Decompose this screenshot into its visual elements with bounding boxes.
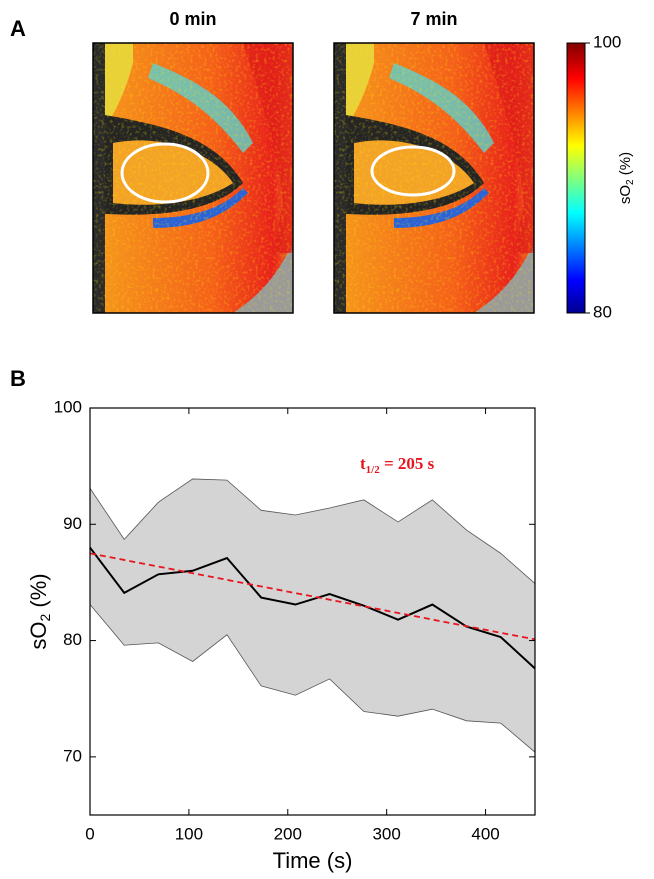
roi-ellipse	[370, 145, 456, 197]
y-tick-label: 70	[63, 746, 82, 765]
x-tick-label: 400	[471, 824, 499, 843]
mean-line	[89, 546, 536, 670]
plot-frame	[89, 407, 536, 816]
roi-ellipse	[120, 142, 210, 204]
y-tick-label: 90	[63, 514, 82, 533]
y-label-part: 2	[37, 614, 53, 622]
y-label-part: (%)	[26, 573, 51, 613]
image-title: 0 min	[169, 9, 216, 29]
y-tick-label: 80	[63, 630, 82, 649]
y-label-part: sO	[26, 622, 51, 650]
colorbar	[566, 42, 586, 314]
y-axis-label: sO2 (%)	[26, 573, 53, 649]
x-axis-label: Time (s)	[273, 848, 353, 873]
x-tick-label: 0	[85, 824, 94, 843]
confidence-band	[89, 478, 536, 754]
annotation-part: t	[360, 454, 366, 473]
panel-label: A	[10, 16, 26, 41]
annotation: t1/2 = 205 s	[360, 454, 435, 476]
annotation-part: = 205 s	[380, 454, 435, 473]
annotation-part: 1/2	[366, 464, 381, 476]
panel-label: B	[10, 366, 26, 391]
x-tick-label: 200	[274, 824, 302, 843]
colorbar-tick-label: 80	[593, 302, 612, 321]
image-title: 7 min	[410, 9, 457, 29]
heatmap-image	[334, 43, 534, 313]
colorbar-label: sO2 (%)	[617, 152, 636, 204]
x-tick-label: 300	[372, 824, 400, 843]
x-tick-label: 100	[175, 824, 203, 843]
fit-line	[89, 552, 536, 641]
colorbar-tick-label: 100	[593, 32, 621, 51]
y-tick-label: 100	[54, 397, 82, 416]
